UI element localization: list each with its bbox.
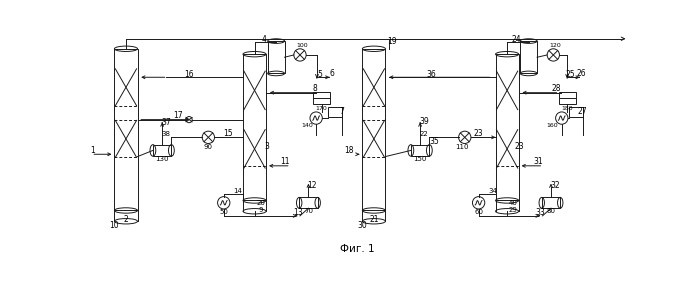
Text: 150: 150 xyxy=(413,156,426,162)
Text: 35: 35 xyxy=(429,137,439,146)
Text: 140: 140 xyxy=(301,123,313,128)
Text: 34: 34 xyxy=(488,188,497,194)
Bar xyxy=(299,197,318,208)
Text: 70: 70 xyxy=(304,208,313,214)
Text: 7: 7 xyxy=(339,107,344,116)
Text: 13: 13 xyxy=(293,207,302,217)
Text: 120: 120 xyxy=(550,43,561,48)
Text: 14: 14 xyxy=(233,188,242,194)
Text: 100: 100 xyxy=(297,43,308,48)
Bar xyxy=(362,49,385,210)
Bar xyxy=(313,92,330,104)
Text: 15: 15 xyxy=(223,129,232,138)
Text: 20: 20 xyxy=(256,200,265,206)
Text: 1: 1 xyxy=(91,146,96,155)
Text: 50: 50 xyxy=(219,209,228,215)
Text: 11: 11 xyxy=(281,157,290,166)
Bar xyxy=(411,145,429,156)
Text: 19: 19 xyxy=(387,37,397,46)
Text: 25: 25 xyxy=(565,70,575,79)
Text: 6: 6 xyxy=(329,69,334,78)
Text: 5: 5 xyxy=(318,70,322,79)
Text: 90: 90 xyxy=(204,143,213,150)
Text: 29: 29 xyxy=(509,207,518,214)
Text: 3: 3 xyxy=(265,142,269,151)
Bar xyxy=(329,107,342,117)
Text: 27: 27 xyxy=(578,107,588,116)
Bar xyxy=(153,145,172,156)
Text: 18: 18 xyxy=(344,146,354,155)
Text: 37: 37 xyxy=(161,118,171,127)
Text: 28: 28 xyxy=(551,84,561,93)
Text: 31: 31 xyxy=(533,157,543,166)
Text: 110: 110 xyxy=(456,143,469,150)
Bar xyxy=(243,54,266,200)
Bar xyxy=(520,41,537,73)
Text: Фиг. 1: Фиг. 1 xyxy=(341,244,375,254)
Bar xyxy=(114,49,138,210)
Text: 8: 8 xyxy=(313,84,318,93)
Text: 33: 33 xyxy=(535,207,545,217)
Text: 40: 40 xyxy=(509,200,518,206)
Text: 4: 4 xyxy=(261,35,266,44)
Text: 21: 21 xyxy=(369,215,378,224)
Text: 12: 12 xyxy=(308,181,317,189)
Text: 130: 130 xyxy=(156,156,169,162)
Text: 23: 23 xyxy=(514,142,524,151)
Text: 30: 30 xyxy=(357,221,367,230)
Bar xyxy=(267,41,285,73)
Text: 23: 23 xyxy=(474,129,484,138)
Text: 36: 36 xyxy=(426,70,436,79)
Text: 17: 17 xyxy=(172,111,182,120)
Text: 2: 2 xyxy=(124,215,128,224)
Text: 170: 170 xyxy=(315,106,327,111)
Text: 10: 10 xyxy=(110,221,119,230)
Text: 16: 16 xyxy=(184,70,194,79)
Bar xyxy=(558,92,576,104)
Text: 26: 26 xyxy=(577,69,586,78)
Text: 180: 180 xyxy=(561,106,573,111)
Bar xyxy=(570,107,584,117)
Text: 60: 60 xyxy=(474,209,483,215)
Text: 9: 9 xyxy=(258,207,263,214)
Bar xyxy=(542,197,560,208)
Text: 32: 32 xyxy=(550,181,560,189)
Text: 24: 24 xyxy=(512,35,521,44)
Text: 38: 38 xyxy=(161,131,170,137)
Text: 160: 160 xyxy=(547,123,558,128)
Text: 39: 39 xyxy=(419,118,429,126)
Text: 80: 80 xyxy=(547,208,556,214)
Text: 22: 22 xyxy=(419,131,429,137)
Bar xyxy=(496,54,519,200)
